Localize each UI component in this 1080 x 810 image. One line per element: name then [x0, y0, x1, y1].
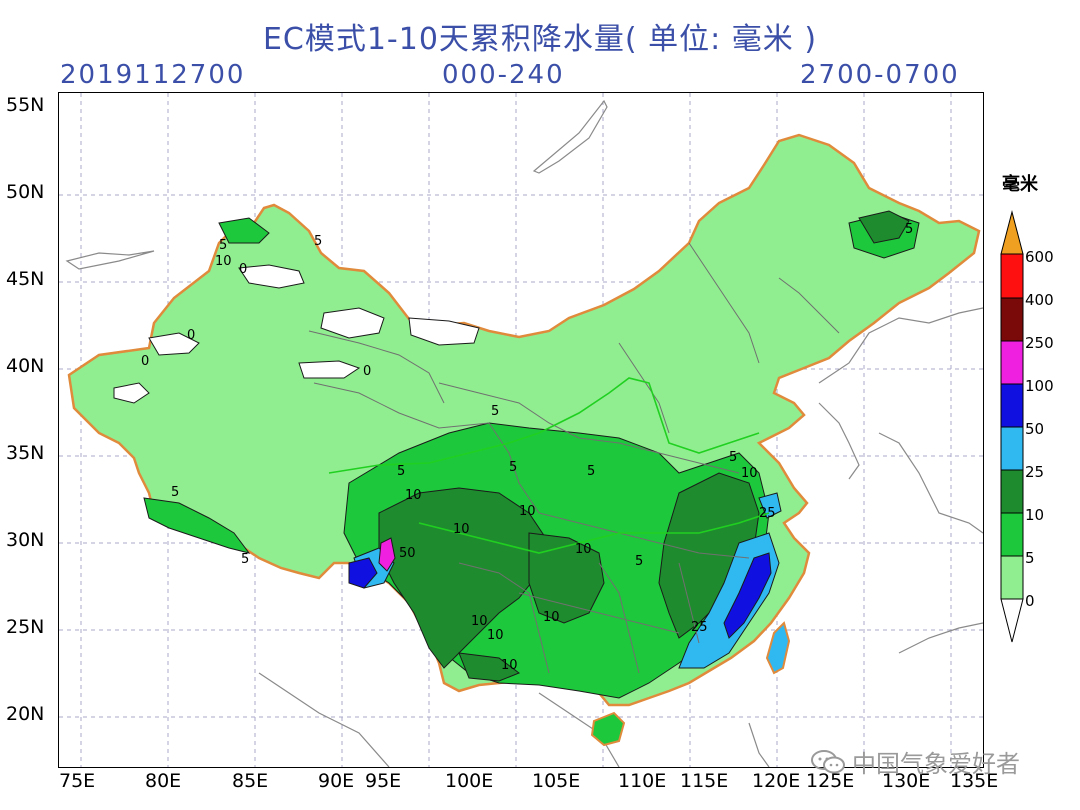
contour-label: 5: [729, 450, 737, 465]
legend-swatch-400: [1000, 253, 1024, 299]
contour-label: 5: [219, 238, 227, 253]
contour-label: 10: [471, 614, 488, 629]
lon-label-80e: 80E: [145, 770, 182, 792]
contour-label: 10: [215, 254, 232, 269]
contour-label: 10: [543, 610, 560, 625]
lon-label-125e: 125E: [806, 770, 855, 792]
watermark: 中国气象爱好者: [810, 744, 1020, 779]
legend-label-0: 0: [1025, 592, 1035, 610]
neighbour-boundaries: [65, 99, 983, 767]
contour-label: 5: [635, 554, 643, 569]
contour-label: 0: [187, 328, 195, 343]
lat-label-25n: 25N: [6, 616, 45, 638]
contour-label: 50: [399, 546, 416, 561]
map-canvas: 0 0 0 0 5 5 5 5 5 5 5 5 5 5 5 10 10 10 1…: [59, 93, 983, 767]
lon-label-120e: 120E: [752, 770, 801, 792]
lat-label-20n: 20N: [6, 703, 45, 725]
legend-swatch-250: [1000, 297, 1024, 342]
legend-swatch-100: [1000, 340, 1024, 385]
contour-label: 0: [239, 262, 247, 277]
precip-50mm: [348, 552, 772, 639]
lon-label-135e: 135E: [950, 770, 999, 792]
rivers: [328, 377, 770, 554]
contour-label: 0: [141, 354, 149, 369]
legend-label-5: 5: [1025, 549, 1035, 567]
legend-label-400: 400: [1025, 291, 1054, 309]
legend-swatch-below-0: [1000, 598, 1024, 643]
contour-label: 10: [575, 542, 592, 557]
contour-label: 0: [363, 364, 371, 379]
contour-label: 10: [487, 628, 504, 643]
chart-title: EC模式1-10天累积降水量( 单位: 毫米 ): [262, 22, 818, 57]
precip-10mm: [378, 210, 910, 682]
contour-label: 10: [501, 658, 518, 673]
legend-colorbar: [1000, 210, 1024, 643]
contour-label: 5: [314, 234, 322, 249]
contour-label: 10: [405, 488, 422, 503]
taiwan-island: [765, 621, 791, 675]
lon-label-115e: 115E: [680, 770, 729, 792]
lon-label-100e: 100E: [445, 770, 494, 792]
lon-label-90e: 90E: [318, 770, 355, 792]
lat-label-35n: 35N: [6, 442, 45, 464]
lat-label-55n: 55N: [6, 94, 45, 116]
contour-label: 5: [491, 404, 499, 419]
contour-label: 5: [397, 464, 405, 479]
provincial-boundaries: [308, 242, 840, 674]
lat-label-50n: 50N: [6, 181, 45, 203]
contour-label: 25: [759, 506, 776, 521]
lat-label-40n: 40N: [6, 355, 45, 377]
lon-label-95e: 95E: [365, 770, 402, 792]
lon-label-105e: 105E: [532, 770, 581, 792]
legend-label-10: 10: [1025, 506, 1045, 524]
legend-swatch-25: [1000, 426, 1024, 471]
legend-swatch-600: [1000, 210, 1024, 255]
contour-labels: 0 0 0 0 5 5 5 5 5 5 5 5 5 5 5 10 10 10 1…: [141, 222, 913, 673]
legend-swatch-50: [1000, 383, 1024, 428]
legend-label-600: 600: [1025, 248, 1054, 266]
no-rain-areas: [113, 264, 480, 404]
legend-swatch-10: [1000, 469, 1024, 514]
legend-label-100: 100: [1025, 377, 1054, 395]
lon-label-130e: 130E: [882, 770, 931, 792]
legend-swatch-0: [1000, 555, 1024, 600]
valid-period: 2700-0700: [800, 60, 960, 90]
legend-unit: 毫米: [1002, 174, 1038, 195]
lon-label-85e: 85E: [232, 770, 269, 792]
legend-label-25: 25: [1025, 463, 1045, 481]
hainan-island: [590, 711, 626, 747]
contour-label: 5: [587, 464, 595, 479]
lon-label-110e: 110E: [618, 770, 667, 792]
contour-label: 5: [509, 460, 517, 475]
precipitation-map: 0 0 0 0 5 5 5 5 5 5 5 5 5 5 5 10 10 10 1…: [58, 92, 984, 768]
contour-label: 5: [171, 485, 179, 500]
contour-label: 10: [453, 522, 470, 537]
contour-label: 10: [519, 504, 536, 519]
lat-label-45n: 45N: [6, 268, 45, 290]
contour-label: 5: [905, 222, 913, 237]
legend-label-250: 250: [1025, 334, 1054, 352]
forecast-hours: 000-240: [442, 60, 565, 90]
wechat-icon: [811, 749, 845, 773]
contour-label: 25: [691, 620, 708, 635]
legend-swatch-5: [1000, 512, 1024, 557]
init-time: 2019112700: [60, 60, 246, 90]
precip-100mm: [378, 537, 396, 572]
watermark-text: 中国气象爱好者: [852, 750, 1020, 778]
contour-label: 5: [241, 552, 249, 567]
lat-label-30n: 30N: [6, 529, 45, 551]
lon-label-75e: 75E: [59, 770, 96, 792]
legend-label-50: 50: [1025, 420, 1045, 438]
contour-label: 10: [741, 466, 758, 481]
